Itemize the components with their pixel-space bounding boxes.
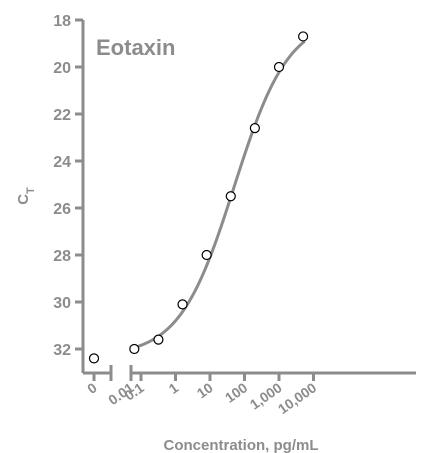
y-ticks: 18 20 22 24 26 28 30 32 [53, 13, 83, 359]
x-tick-label: 10,000 [275, 379, 319, 417]
chart-title: Eotaxin [96, 35, 175, 60]
data-point [201, 249, 212, 261]
y-tick-label: 32 [53, 342, 71, 359]
data-points [88, 31, 309, 364]
data-point [153, 334, 164, 345]
y-tick-label: 26 [53, 201, 71, 218]
axes [81, 20, 416, 381]
x-tick-label: 0 [84, 379, 100, 397]
x-tick-label: 100 [222, 379, 250, 406]
fit-curve [133, 39, 306, 350]
data-point [88, 353, 100, 364]
data-point [129, 343, 140, 355]
x-tick-label: 1 [166, 379, 182, 397]
y-tick-label: 30 [53, 295, 71, 312]
data-point [249, 123, 260, 134]
data-point [273, 61, 285, 73]
x-tick-label: 10 [194, 379, 216, 401]
fit-curve-group [133, 39, 306, 350]
data-point [225, 191, 236, 202]
y-axis-title-subscript: T [25, 187, 37, 194]
data-point [177, 299, 188, 310]
data-point [298, 31, 309, 42]
y-axis-title: CT [15, 187, 37, 205]
y-tick-label: 28 [53, 248, 71, 265]
y-tick-label: 18 [53, 13, 71, 30]
x-axis-title: Concentration, pg/mL [164, 437, 319, 453]
y-axis-title-main: C [15, 194, 32, 205]
y-tick-label: 22 [53, 107, 71, 124]
y-tick-label: 20 [53, 60, 71, 77]
y-tick-label: 24 [53, 154, 71, 171]
